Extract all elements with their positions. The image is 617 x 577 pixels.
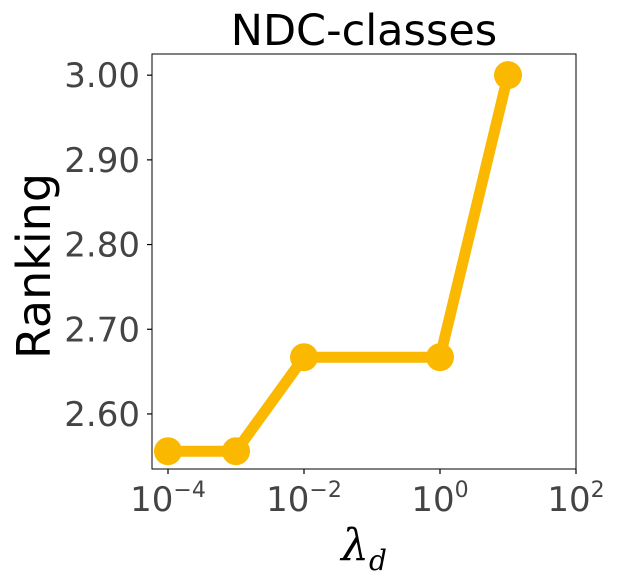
x-axis-label: λd xyxy=(339,520,387,577)
y-axis-label: Ranking xyxy=(7,173,61,359)
y-tick-label: 2.80 xyxy=(64,226,140,266)
plot-area-frame xyxy=(151,53,577,470)
data-point xyxy=(290,343,318,372)
data-point xyxy=(494,61,522,90)
y-tick-label: 2.60 xyxy=(64,395,140,435)
x-axis-label-subscript: d xyxy=(369,544,387,577)
series-layer xyxy=(154,61,522,466)
x-axis-label-main: λ xyxy=(339,520,369,571)
x-tick-label: 100 xyxy=(411,478,468,520)
y-tick-label: 2.70 xyxy=(64,310,140,350)
x-tick-label: 10−2 xyxy=(266,478,342,520)
data-point xyxy=(426,343,454,372)
y-axis-ticks: 2.60 2.70 2.80 2.90 3.00 xyxy=(64,56,152,435)
x-tick-label: 102 xyxy=(547,478,604,520)
data-point xyxy=(154,437,182,466)
chart-title: NDC-classes xyxy=(231,6,497,56)
x-tick-label: 10−4 xyxy=(130,478,206,520)
series-line xyxy=(162,69,514,457)
y-tick-label: 2.90 xyxy=(64,141,140,181)
data-point xyxy=(222,437,250,466)
y-tick-label: 3.00 xyxy=(64,56,140,96)
x-axis-ticks: 10−4 10−2 100 102 xyxy=(130,469,605,520)
